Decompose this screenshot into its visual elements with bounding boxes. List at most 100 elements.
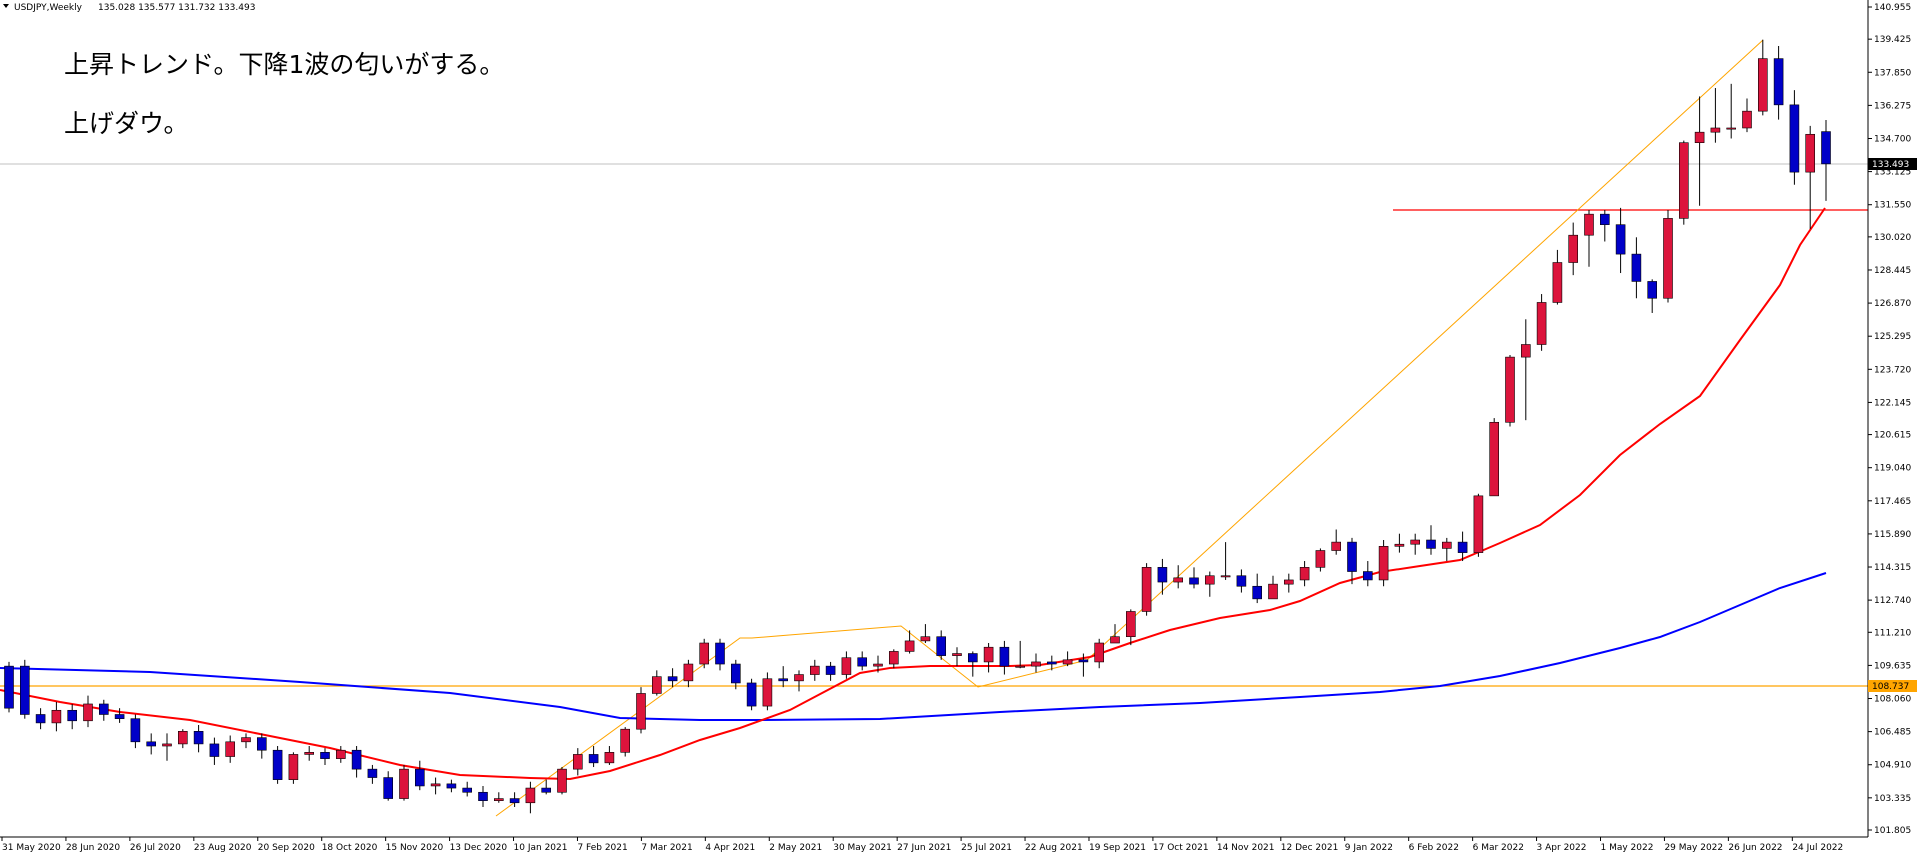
price-tick-label: 108.060 (1874, 695, 1911, 705)
ma-slow-line (0, 572, 1827, 721)
bull-candle (1694, 131, 1705, 143)
bull-candle (1710, 127, 1721, 133)
bear-candle (256, 737, 267, 751)
bear-candle (114, 714, 125, 719)
time-tick-label: 7 Mar 2021 (641, 843, 692, 853)
bull-candle (1220, 575, 1231, 578)
bull-candle (557, 768, 567, 793)
bull-candle (304, 752, 315, 755)
price-tick-label: 140.955 (1874, 3, 1911, 13)
bear-candle (1773, 58, 1784, 106)
ohlc-values: 135.028 135.577 131.732 133.493 (98, 3, 255, 13)
bear-candle (351, 749, 362, 770)
bull-candle (699, 642, 710, 665)
time-tick-label: 24 Jul 2022 (1792, 843, 1843, 853)
time-tick-label: 9 Jan 2022 (1345, 843, 1393, 853)
time-tick-label: 13 Dec 2020 (450, 843, 508, 853)
bear-candle (857, 657, 868, 667)
bull-candle (1268, 583, 1278, 600)
time-tick-label: 3 Apr 2022 (1537, 843, 1587, 853)
bull-candle (683, 663, 694, 682)
bull-candle (1536, 302, 1547, 345)
bull-candle (1584, 213, 1594, 236)
bear-candle (462, 787, 473, 793)
price-tick-label: 106.485 (1874, 728, 1911, 738)
bull-candle (904, 640, 915, 652)
bull-candle (1805, 133, 1815, 173)
bull-candle (1742, 110, 1752, 129)
bear-candle (1236, 575, 1247, 587)
bear-candle (588, 754, 599, 764)
bull-candle (1394, 543, 1405, 547)
bull-candle (1173, 577, 1183, 583)
price-tick-label: 119.040 (1874, 464, 1911, 474)
chart-header: USDJPY,Weekly 135.028 135.577 131.732 13… (3, 3, 255, 13)
bull-candle (1568, 234, 1578, 263)
price-tags: 133.493 108.737 (1868, 158, 1917, 692)
time-tick-label: 12 Dec 2021 (1281, 843, 1339, 853)
bear-candle (1647, 281, 1657, 299)
price-tick-label: 104.910 (1874, 761, 1911, 771)
bull-candle (1410, 539, 1420, 545)
time-tick-label: 2 May 2021 (769, 843, 822, 853)
time-tick-label: 1 May 2022 (1601, 843, 1654, 853)
time-axis[interactable]: 31 May 2020 28 Jun 2020 26 Jul 2020 23 Aug … (0, 836, 1868, 853)
bull-candle (288, 754, 299, 780)
bull-candle (430, 783, 441, 787)
bear-candle (1631, 253, 1642, 282)
bull-candle (1663, 218, 1673, 299)
current-price-tag (1868, 158, 1917, 170)
price-tick-label: 122.145 (1874, 398, 1911, 408)
price-tick-label: 125.295 (1874, 332, 1911, 342)
bear-candle (715, 642, 725, 665)
bull-candle (604, 752, 615, 764)
price-tick-label: 103.335 (1874, 794, 1911, 804)
collapse-arrow-icon[interactable] (3, 4, 9, 8)
price-tick-label: 130.020 (1874, 233, 1911, 243)
bear-candle (99, 703, 109, 715)
bear-candle (1600, 213, 1610, 225)
bear-candle (509, 798, 520, 804)
bull-candle (1315, 550, 1326, 568)
bear-candle (1252, 585, 1262, 600)
bull-candle (1094, 642, 1104, 663)
bear-candle (478, 791, 488, 801)
price-axis[interactable]: 140.955 139.425 137.850 136.275 134.700 133.1… (1867, 0, 1911, 837)
bear-candle (1821, 131, 1831, 165)
price-tick-label: 139.425 (1874, 35, 1911, 45)
bull-candle (983, 646, 994, 663)
price-tick-label: 123.720 (1874, 365, 1911, 375)
bull-candle (1378, 546, 1389, 581)
bull-candle (1015, 665, 1026, 668)
time-tick-label: 15 Nov 2020 (386, 843, 444, 853)
bear-candle (67, 709, 77, 722)
bear-candle (130, 718, 141, 743)
bull-candle (1062, 659, 1073, 665)
bear-candle (1789, 104, 1800, 173)
bear-candle (778, 678, 789, 682)
time-tick-label: 17 Oct 2021 (1153, 843, 1209, 853)
bear-candle (1347, 541, 1357, 572)
price-tick-label: 101.805 (1874, 826, 1911, 836)
time-tick-label: 26 Jun 2022 (1728, 843, 1782, 853)
bull-candle (1141, 567, 1152, 612)
price-tick-label: 120.615 (1874, 431, 1911, 441)
bear-candle (367, 768, 378, 778)
bull-candle (162, 743, 172, 747)
bear-candle (746, 682, 757, 707)
bull-candle (525, 787, 536, 804)
time-tick-label: 23 Aug 2020 (194, 843, 252, 853)
support-price-label: 108.737 (1872, 682, 1909, 692)
price-tick-label: 109.635 (1874, 661, 1911, 671)
price-tick-label: 114.315 (1874, 563, 1911, 573)
annotation-1: 上昇トレンド。下降1波の匂いがする。 (64, 50, 504, 79)
bull-candle (399, 768, 409, 799)
bull-candle (841, 657, 852, 675)
price-tick-label: 133.125 (1874, 168, 1911, 178)
annotations: 上昇トレンド。下降1波の匂いがする。 上げダウ。 (64, 50, 504, 138)
price-tick-label: 111.210 (1874, 628, 1911, 638)
price-tick-label: 131.550 (1874, 201, 1911, 211)
bear-candle (4, 665, 14, 709)
